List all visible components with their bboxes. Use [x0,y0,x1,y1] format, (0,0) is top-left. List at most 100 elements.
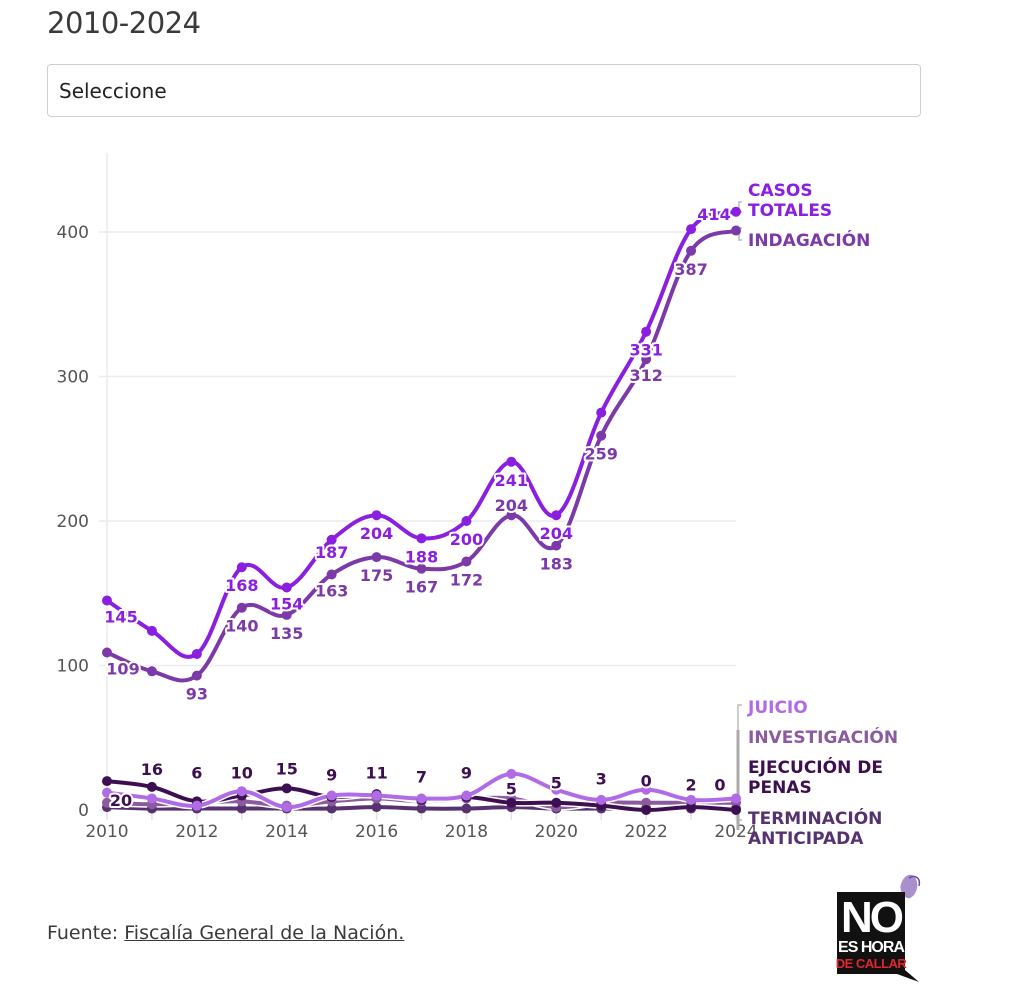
data-point-ejecucion-2019 [506,797,517,808]
data-label-indagacion: 172 [450,570,483,589]
data-point-indagacion-2022 [641,354,652,365]
data-point-indagacion-2019 [506,510,517,521]
x-tick-label: 2010 [85,822,128,842]
data-label-ejecucion: 9 [461,764,472,783]
data-point-casos-2014 [281,582,292,593]
series-line-halo-indagacion [103,227,740,684]
data-point-ejecucion-2023 [686,802,697,813]
data-point-casos-2017 [416,533,427,544]
data-point-juicio-2010 [102,787,112,798]
data-label-ejecucion: 6 [191,764,202,783]
no-es-hora-de-callar-logo: NO ES HORA DE CALLAR [836,874,921,982]
data-point-juicio-2016 [371,790,382,801]
data-label-ejecucion: 3 [596,770,607,789]
data-point-casos-2016 [371,510,382,521]
legend-brackets [736,201,742,830]
source-link[interactable]: Fiscalía General de la Nación. [124,922,405,944]
data-point-casos-2023 [686,224,697,235]
data-point-terminacion-2013 [236,803,247,814]
data-label-casos: 168 [225,576,258,595]
data-point-juicio-2012 [191,800,202,811]
source-prefix: Fuente: [47,922,119,944]
data-point-ejecucion-2010 [102,776,112,787]
data-point-juicio-2021 [596,794,607,805]
data-label-ejecucion: 9 [326,766,337,785]
y-tick-label: 0 [78,801,89,821]
series-line-casos [105,209,738,659]
data-point-juicio-2020 [551,784,562,795]
data-labels: 1451681541872041882002412043314141099314… [102,203,732,812]
legend-label-terminacion: ANTICIPADA [748,829,864,849]
data-label-indagacion: 259 [585,445,618,464]
data-label-casos: 414 [697,205,730,224]
grid-lines [99,153,736,818]
data-point-casos-2020 [551,510,562,521]
x-tick-label: 2018 [445,822,488,842]
x-axis-ticks: 2010 2012 2014 2016 2018 2020 2022 2024 [85,812,758,842]
data-point-indagacion-2017 [416,563,427,574]
data-point-terminacion-2015 [326,803,337,814]
data-point-investigacion-2022 [641,797,652,808]
data-point-casos-2022 [641,326,652,337]
data-point-casos-2019 [506,456,517,467]
chart-subtitle: 2010-2024 [47,6,201,40]
data-label-ejecucion: 10 [231,764,253,783]
y-tick-label: 400 [57,223,89,243]
data-point-casos-2015 [326,534,337,545]
select-placeholder: Seleccione [59,78,167,103]
data-label-casos: 241 [495,471,528,490]
data-point-juicio-2023 [686,794,697,805]
data-label-ejecucion: 7 [416,768,427,787]
series-line-indagacion [105,228,738,683]
data-label-casos: 200 [450,530,483,549]
data-label-casos: 188 [405,547,438,566]
x-tick-label: 2020 [535,822,578,842]
data-point-indagacion-2024 [731,225,741,236]
logo-line-1: NO [841,893,903,942]
data-label-casos: 187 [315,543,348,562]
legend-label-casos: CASOS [748,181,813,201]
legend-label-juicio: JUICIO [747,698,808,718]
data-point-terminacion-2017 [416,803,427,814]
data-point-juicio-2024 [731,793,741,804]
data-label-ejecucion: 0 [714,776,725,795]
data-label-ejecucion: 20 [110,791,132,810]
data-label-indagacion: 312 [629,366,662,385]
category-select[interactable]: Seleccione [47,64,921,117]
data-label-ejecucion: 16 [141,760,163,779]
data-label-casos: 204 [540,524,573,543]
data-point-casos-2011 [146,625,157,636]
data-label-indagacion: 109 [106,659,139,678]
data-point-ejecucion-2022 [641,805,652,815]
data-label-indagacion: 204 [495,496,528,515]
data-point-indagacion-2021 [596,430,607,441]
data-point-juicio-2015 [326,790,337,801]
data-label-ejecucion: 11 [365,764,387,783]
data-label-casos: 154 [270,594,303,613]
x-tick-label: 2016 [355,822,398,842]
series-points [102,206,741,815]
data-label-ejecucion: 15 [276,759,298,778]
data-label-casos: 331 [629,341,662,360]
data-point-indagacion-2010 [102,647,112,658]
data-label-ejecucion: 5 [506,780,517,799]
data-point-investigacion-2010 [102,797,112,808]
data-point-casos-2021 [596,407,607,418]
data-point-ejecucion-2020 [551,797,562,808]
y-tick-label: 200 [57,512,89,532]
data-point-juicio-2022 [641,784,652,795]
data-point-indagacion-2014 [281,609,292,620]
data-point-casos-2013 [236,562,247,573]
data-label-indagacion: 387 [674,260,707,279]
series-lines [103,208,740,814]
data-label-ejecucion: 5 [551,774,562,793]
y-tick-label: 100 [57,657,89,677]
data-point-ejecucion-2014 [281,783,292,794]
data-point-indagacion-2013 [236,602,247,613]
data-point-terminacion-2016 [371,802,382,813]
data-point-casos-2012 [191,648,202,659]
data-point-juicio-2018 [461,790,472,801]
data-point-ejecucion-2011 [146,781,157,792]
